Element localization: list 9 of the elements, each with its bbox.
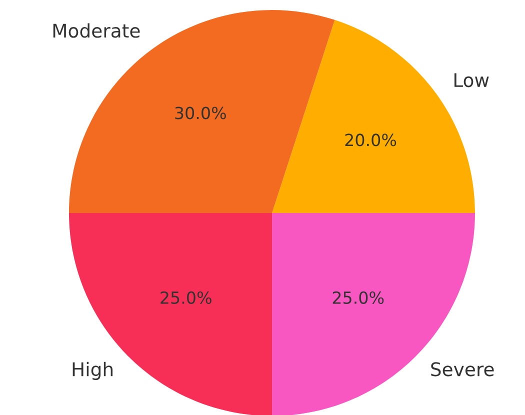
- data-label: 25.0%: [160, 291, 212, 304]
- data-label: 20.0%: [345, 134, 396, 146]
- pie-slice: [69, 213, 272, 415]
- slice-label: Severe: [431, 362, 494, 376]
- slice-label: Moderate: [53, 23, 140, 38]
- slice-label: Low: [454, 73, 489, 88]
- data-label: 25.0%: [332, 291, 384, 304]
- slice-label: High: [72, 362, 113, 380]
- data-label: 30.0%: [175, 106, 226, 120]
